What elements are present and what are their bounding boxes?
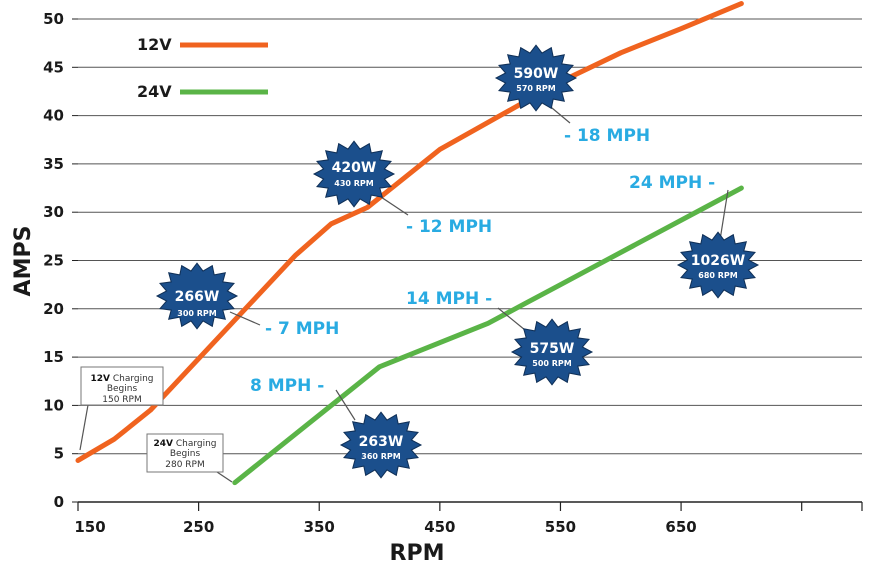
y-tick-label-40: 40 bbox=[43, 107, 64, 125]
x-axis-title: RPM bbox=[390, 541, 445, 566]
box-24v-charging: 24V Charging Begins 280 RPM bbox=[146, 433, 224, 473]
legend: 12V 24V bbox=[137, 35, 268, 101]
box-24v-line2: Begins bbox=[170, 449, 201, 459]
connector-575w bbox=[497, 307, 526, 331]
y-tick-label-0: 0 bbox=[54, 493, 64, 511]
burst-263w-watts: 263W bbox=[359, 434, 404, 450]
burst-575w-watts: 575W bbox=[530, 341, 575, 357]
box-12v-line1: 12V Charging bbox=[90, 374, 153, 384]
box-12v-line3: 150 RPM bbox=[102, 395, 142, 405]
charging-begin-boxes: 12V Charging Begins 150 RPM 24V Charging… bbox=[80, 366, 224, 473]
legend-label-24v: 24V bbox=[137, 82, 172, 101]
burst-590w-rpm: 570 RPM bbox=[516, 84, 556, 93]
burst-1026w-rpm: 680 RPM bbox=[698, 271, 738, 280]
y-tick-label-45: 45 bbox=[43, 58, 64, 76]
x-tick-label-550: 550 bbox=[545, 518, 576, 536]
y-tick-label-10: 10 bbox=[43, 396, 64, 414]
burst-263w-rpm: 360 RPM bbox=[361, 452, 401, 461]
connector-1026w bbox=[719, 189, 729, 241]
burst-575w-shape bbox=[510, 318, 594, 386]
box-12v-charging: 12V Charging Begins 150 RPM bbox=[80, 366, 164, 406]
burst-420w: 420W 430 RPM bbox=[312, 140, 396, 208]
y-tick-label-5: 5 bbox=[54, 445, 64, 463]
box-24v-frame bbox=[146, 433, 224, 473]
burst-420w-watts: 420W bbox=[332, 160, 377, 176]
box-12v-frame bbox=[80, 366, 164, 406]
burst-263w: 263W 360 RPM bbox=[339, 411, 423, 479]
box-12v-line2: Begins bbox=[107, 384, 138, 394]
burst-420w-shape bbox=[312, 140, 396, 208]
y-tick-label-35: 35 bbox=[43, 155, 64, 173]
box-24v-charging-word: Charging bbox=[176, 439, 217, 449]
x-tick-label-450: 450 bbox=[424, 518, 455, 536]
y-tick-label-50: 50 bbox=[43, 10, 64, 28]
burst-266w: 266W 300 RPM bbox=[155, 262, 239, 330]
connector-box-12v bbox=[79, 404, 89, 451]
mph-label-12: - 12 MPH bbox=[406, 217, 492, 237]
y-axis-ticks: 0 5 10 15 20 25 30 35 40 45 50 bbox=[43, 10, 78, 511]
box-12v-voltage: 12V bbox=[90, 374, 110, 384]
burst-266w-watts: 266W bbox=[175, 289, 220, 305]
mph-label-8: 8 MPH - bbox=[250, 376, 324, 396]
burst-420w-rpm: 430 RPM bbox=[334, 179, 374, 188]
burst-590w-shape bbox=[494, 44, 578, 112]
box-24v-voltage: 24V bbox=[153, 439, 173, 449]
legend-label-12v: 12V bbox=[137, 35, 172, 54]
mph-label-24: 24 MPH - bbox=[629, 173, 715, 193]
connector-266w bbox=[229, 311, 261, 326]
burst-263w-shape bbox=[339, 411, 423, 479]
burst-266w-rpm: 300 RPM bbox=[177, 309, 217, 318]
power-bursts: 266W 300 RPM 420W 430 RPM 590W 570 RPM 2… bbox=[155, 44, 760, 479]
mph-label-18: - 18 MPH bbox=[564, 126, 650, 146]
x-axis-ticks: 150 250 350 450 550 650 bbox=[74, 502, 863, 536]
mph-label-7: - 7 MPH bbox=[265, 319, 339, 339]
box-12v-charging-word: Charging bbox=[113, 374, 154, 384]
burst-590w: 590W 570 RPM bbox=[494, 44, 578, 112]
x-tick-label-650: 650 bbox=[665, 518, 696, 536]
burst-575w: 575W 500 RPM bbox=[510, 318, 594, 386]
x-tick-label-250: 250 bbox=[183, 518, 214, 536]
series-line-12v bbox=[75, 1, 744, 463]
mph-labels: - 7 MPH - 12 MPH - 18 MPH 8 MPH - 14 MPH… bbox=[250, 126, 715, 396]
burst-266w-shape bbox=[155, 262, 239, 330]
connector-263w bbox=[335, 389, 356, 421]
y-tick-label-25: 25 bbox=[43, 252, 64, 270]
burst-1026w-shape bbox=[676, 231, 760, 299]
box-24v-line3: 280 RPM bbox=[165, 460, 205, 470]
box-24v-line1: 24V Charging bbox=[153, 439, 216, 449]
mph-label-14: 14 MPH - bbox=[406, 289, 492, 309]
x-tick-label-150: 150 bbox=[74, 518, 105, 536]
burst-1026w-watts: 1026W bbox=[691, 253, 745, 269]
burst-590w-watts: 590W bbox=[514, 66, 559, 82]
y-tick-label-20: 20 bbox=[43, 300, 64, 318]
burst-1026w: 1026W 680 RPM bbox=[676, 231, 760, 299]
y-tick-label-30: 30 bbox=[43, 203, 64, 221]
x-tick-label-350: 350 bbox=[304, 518, 335, 536]
series-lines bbox=[75, 1, 744, 486]
y-axis-title: AMPS bbox=[11, 226, 36, 297]
y-tick-label-15: 15 bbox=[43, 348, 64, 366]
burst-575w-rpm: 500 RPM bbox=[532, 359, 572, 368]
